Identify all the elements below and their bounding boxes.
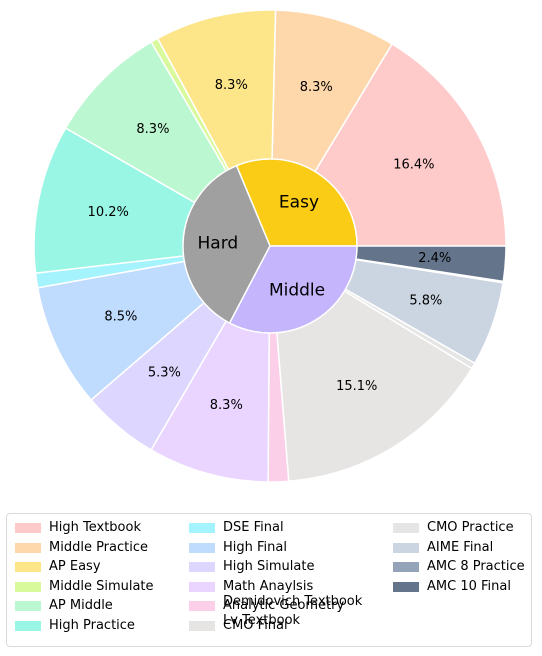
group-label-middle: Middle [269,281,325,301]
legend-swatch [189,620,215,631]
chart-legend: High Textbook Middle Practice AP Easy Middl… [6,513,532,647]
legend-label: High Practice [49,617,135,633]
inner-pie [182,158,358,334]
legend-label: Middle Practice [49,539,148,555]
slice-percent-label: 8.3% [136,122,169,137]
legend-item-high-simulate: High Simulate [189,559,314,574]
inner-slice-easy [235,158,358,247]
legend-label: Math Anaylsis Demidovich Textbook [223,578,363,609]
nested-donut-chart: 16.4% 8.3% 8.3% 8.3% 10.2% 8.5% 5.3% 8.3% 15.1% 5… [33,9,507,483]
legend-item-amc-10-final: AMC 10 Final [393,579,511,594]
legend-swatch [15,523,41,533]
legend-item-ap-easy: AP Easy [15,559,101,574]
legend-item-high-textbook: High Textbook [15,520,141,535]
slice-percent-label: 8.3% [300,80,333,95]
slice-percent-label: 10.2% [88,205,129,220]
legend-label: AMC 8 Practice [427,559,525,574]
legend-item-amc-8-practice: AMC 8 Practice [393,559,525,574]
slice-percent-label: 8.5% [104,310,137,325]
legend-swatch [189,523,215,533]
slice-percent-label: 8.3% [215,78,248,93]
legend-item-ap-middle: AP Middle [15,598,113,613]
slice-percent-label: 5.3% [148,366,181,381]
legend-swatch [393,542,419,553]
legend-label: High Textbook [49,520,141,535]
legend-swatch [15,581,41,592]
legend-item-cmo-practice: CMO Practice [393,520,514,535]
legend-swatch [189,581,215,592]
slice-percent-label: 2.4% [418,251,451,266]
slice-percent-label: 16.4% [393,157,434,172]
legend-label: CMO Final [223,617,288,633]
legend-label: AP Easy [49,559,101,574]
legend-swatch [189,601,215,611]
legend-label: Middle Simulate [49,578,154,594]
legend-label: CMO Practice [427,520,514,535]
chart-labels: 16.4% 8.3% 8.3% 8.3% 10.2% 8.5% 5.3% 8.3% 15.1% 5… [88,78,452,413]
legend-swatch [393,581,419,592]
legend-label: AIME Final [427,539,494,555]
slice-percent-label: 5.8% [409,293,442,308]
legend-swatch [15,601,41,611]
group-label-easy: Easy [279,193,319,213]
legend-label: Analytic Geometry Lv Textbook [223,598,345,628]
legend-item-middle-simulate: Middle Simulate [15,579,154,594]
legend-swatch [393,562,419,572]
slice-percent-label: 15.1% [336,379,377,394]
legend-item-high-final: High Final [189,540,287,555]
legend-label: High Simulate [223,559,315,574]
legend-label: DSE Final [223,520,284,535]
legend-item-aime-final: AIME Final [393,540,493,555]
legend-item-analytic-geometry-lv-textbook: Analytic Geometry Lv Textbook [189,598,344,628]
legend-swatch [15,542,41,553]
legend-swatch [15,562,41,572]
legend-swatch [393,523,419,533]
legend-item-dse-final: DSE Final [189,520,284,535]
legend-item-math-anaylsis-demidovich-textbook: Math Anaylsis Demidovich Textbook [189,579,362,609]
legend-item-cmo-final: CMO Final [189,618,288,633]
legend-item-high-practice: High Practice [15,618,135,633]
group-label-hard: Hard [198,234,239,254]
legend-swatch [189,542,215,553]
inner-slice-middle [228,245,358,334]
legend-label: AP Middle [49,598,113,613]
legend-item-middle-practice: Middle Practice [15,540,148,555]
legend-swatch [15,620,41,631]
slice-percent-label: 8.3% [210,398,243,413]
legend-label: High Final [223,539,287,555]
legend-label: AMC 10 Final [427,578,511,594]
inner-slice-hard [182,164,271,325]
legend-swatch [189,562,215,572]
